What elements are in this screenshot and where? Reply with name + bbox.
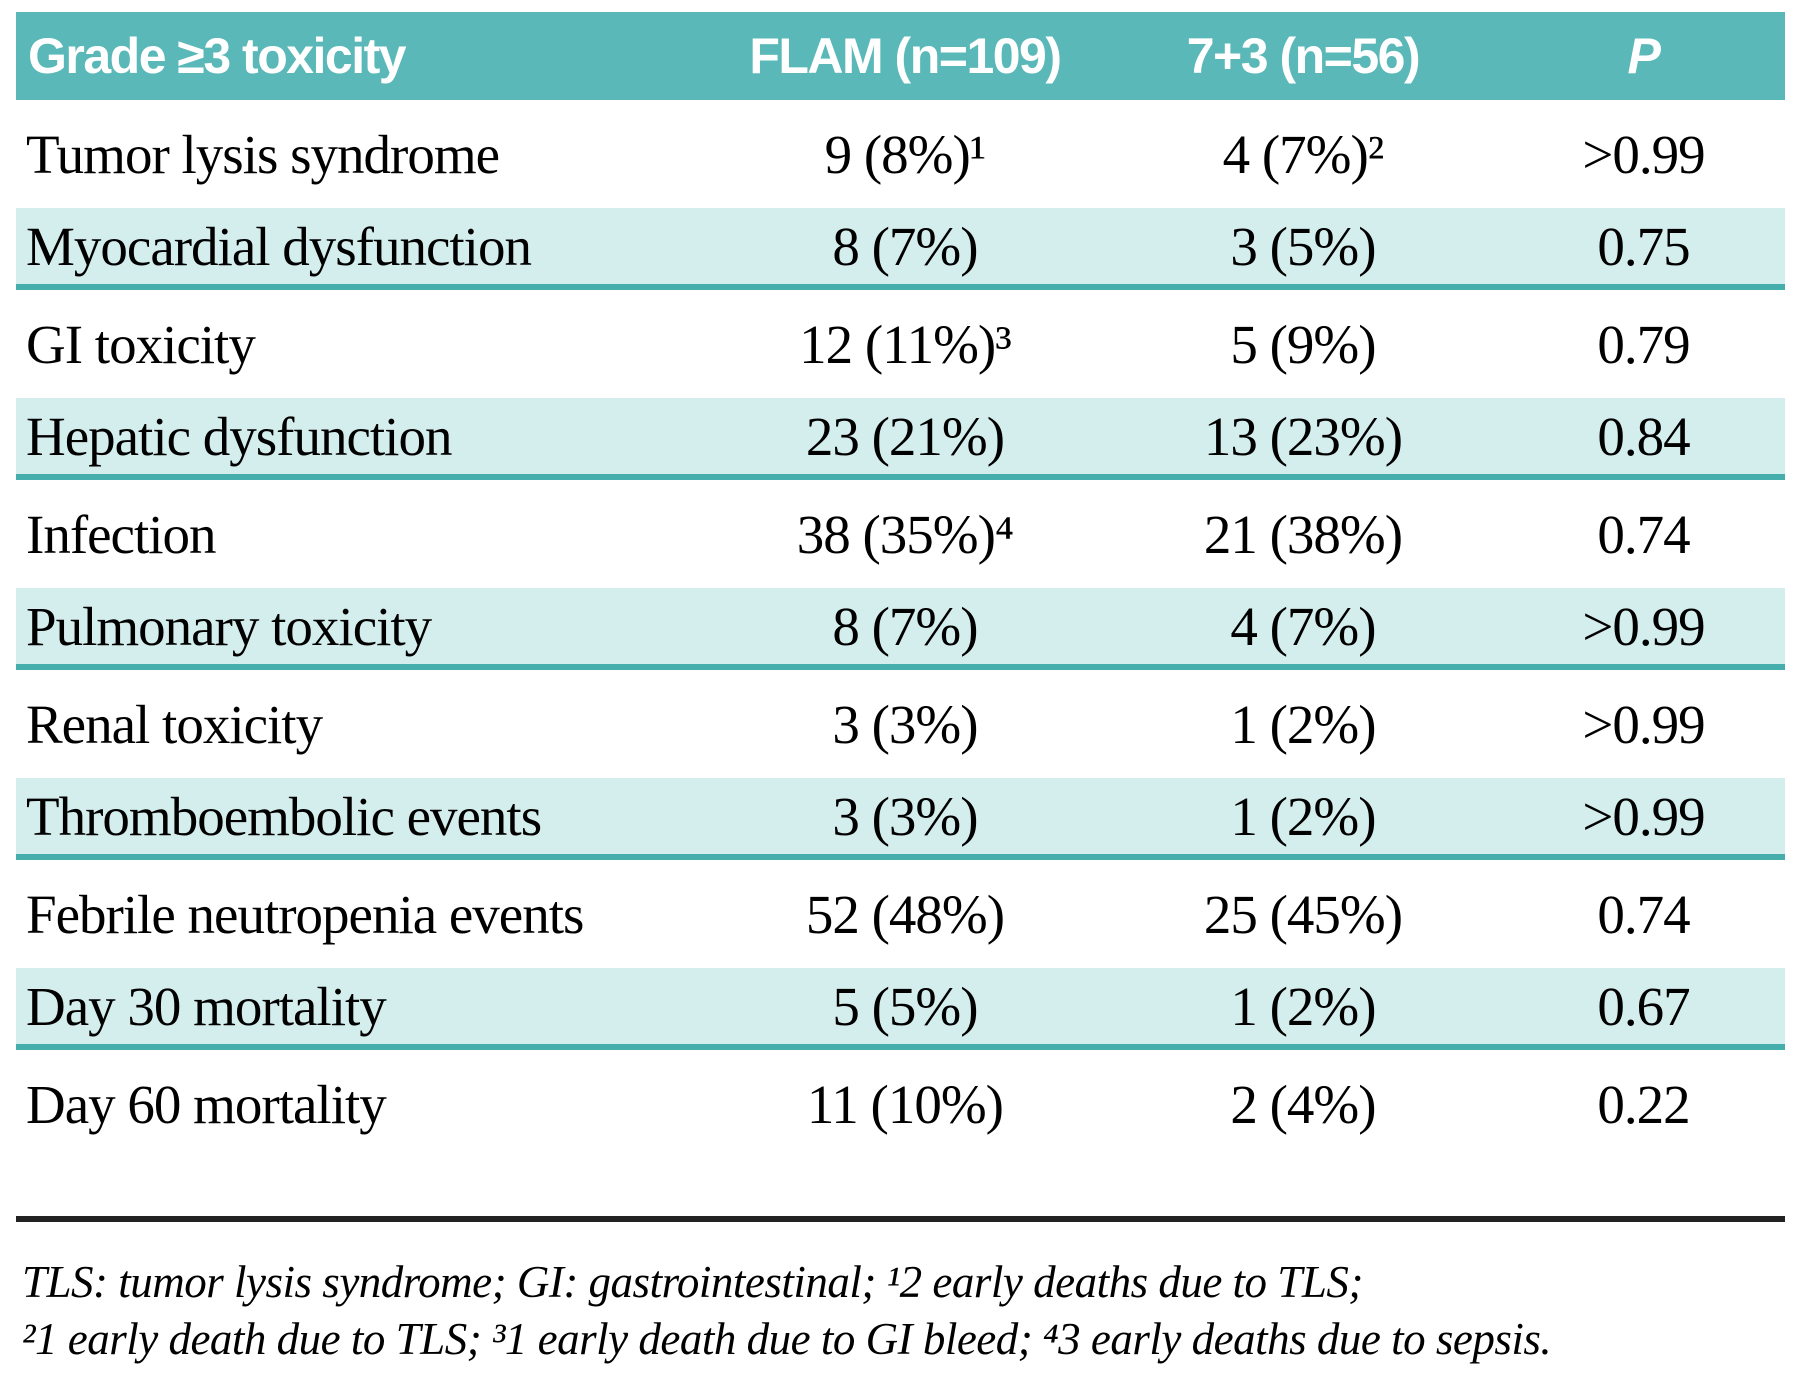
row-label: Infection xyxy=(16,477,706,588)
row-label: Pulmonary toxicity xyxy=(16,588,706,670)
flam-value: 9 (8%)¹ xyxy=(705,100,1104,208)
row-label: Day 30 mortality xyxy=(16,968,706,1050)
table-body: Tumor lysis syndrome 9 (8%)¹ 4 (7%)² >0.… xyxy=(16,100,1785,1158)
7plus3-value: 2 (4%) xyxy=(1103,1047,1502,1158)
table-row: GI toxicity 12 (11%)³ 5 (9%) 0.79 xyxy=(16,287,1785,398)
p-value: 0.67 xyxy=(1501,968,1785,1050)
7plus3-value: 1 (2%) xyxy=(1103,778,1502,860)
footnote-divider xyxy=(16,1216,1785,1222)
flam-value: 8 (7%) xyxy=(705,208,1104,290)
7plus3-value: 21 (38%) xyxy=(1103,477,1502,588)
row-label: Thromboembolic events xyxy=(16,778,706,860)
table-row: Hepatic dysfunction 23 (21%) 13 (23%) 0.… xyxy=(16,398,1785,480)
flam-value: 23 (21%) xyxy=(705,398,1104,480)
table-row: Pulmonary toxicity 8 (7%) 4 (7%) >0.99 xyxy=(16,588,1785,670)
row-label: Myocardial dysfunction xyxy=(16,208,706,290)
7plus3-value: 25 (45%) xyxy=(1103,857,1502,968)
toxicity-table: Grade ≥3 toxicity FLAM (n=109) 7+3 (n=56… xyxy=(16,12,1785,1158)
p-value: 0.74 xyxy=(1501,477,1785,588)
header-7plus3: 7+3 (n=56) xyxy=(1103,12,1502,100)
footnote-line-2: ²1 early death due to TLS; ³1 early deat… xyxy=(22,1314,1552,1364)
table-row: Tumor lysis syndrome 9 (8%)¹ 4 (7%)² >0.… xyxy=(16,100,1785,208)
row-label: Tumor lysis syndrome xyxy=(16,100,706,208)
flam-value: 38 (35%)⁴ xyxy=(705,477,1104,588)
table-row: Thromboembolic events 3 (3%) 1 (2%) >0.9… xyxy=(16,778,1785,860)
7plus3-value: 5 (9%) xyxy=(1103,287,1502,398)
7plus3-value: 4 (7%) xyxy=(1103,588,1502,670)
flam-value: 12 (11%)³ xyxy=(705,287,1104,398)
flam-value: 5 (5%) xyxy=(705,968,1104,1050)
row-label: Febrile neutropenia events xyxy=(16,857,706,968)
header-flam: FLAM (n=109) xyxy=(705,12,1104,100)
flam-value: 11 (10%) xyxy=(705,1047,1104,1158)
row-label: Renal toxicity xyxy=(16,667,706,778)
p-value: 0.74 xyxy=(1501,857,1785,968)
p-value: >0.99 xyxy=(1501,667,1785,778)
row-label: GI toxicity xyxy=(16,287,706,398)
p-value: 0.84 xyxy=(1501,398,1785,480)
p-value: >0.99 xyxy=(1501,778,1785,860)
p-value: 0.22 xyxy=(1501,1047,1785,1158)
footnote-line-1: TLS: tumor lysis syndrome; GI: gastroint… xyxy=(22,1257,1363,1307)
7plus3-value: 1 (2%) xyxy=(1103,968,1502,1050)
7plus3-value: 1 (2%) xyxy=(1103,667,1502,778)
p-value: 0.79 xyxy=(1501,287,1785,398)
table-row: Day 60 mortality 11 (10%) 2 (4%) 0.22 xyxy=(16,1047,1785,1158)
7plus3-value: 3 (5%) xyxy=(1103,208,1502,290)
header-pvalue: P xyxy=(1501,12,1785,100)
header-toxicity: Grade ≥3 toxicity xyxy=(16,12,706,100)
table-header: Grade ≥3 toxicity FLAM (n=109) 7+3 (n=56… xyxy=(16,12,1785,100)
table-row: Day 30 mortality 5 (5%) 1 (2%) 0.67 xyxy=(16,968,1785,1050)
flam-value: 52 (48%) xyxy=(705,857,1104,968)
flam-value: 3 (3%) xyxy=(705,778,1104,860)
p-value: >0.99 xyxy=(1501,100,1785,208)
table-row: Febrile neutropenia events 52 (48%) 25 (… xyxy=(16,857,1785,968)
table-row: Myocardial dysfunction 8 (7%) 3 (5%) 0.7… xyxy=(16,208,1785,290)
footnote: TLS: tumor lysis syndrome; GI: gastroint… xyxy=(16,1254,1785,1368)
row-label: Day 60 mortality xyxy=(16,1047,706,1158)
p-value: 0.75 xyxy=(1501,208,1785,290)
7plus3-value: 13 (23%) xyxy=(1103,398,1502,480)
header-row: Grade ≥3 toxicity FLAM (n=109) 7+3 (n=56… xyxy=(16,12,1785,100)
flam-value: 8 (7%) xyxy=(705,588,1104,670)
flam-value: 3 (3%) xyxy=(705,667,1104,778)
7plus3-value: 4 (7%)² xyxy=(1103,100,1502,208)
row-label: Hepatic dysfunction xyxy=(16,398,706,480)
p-value: >0.99 xyxy=(1501,588,1785,670)
table-row: Renal toxicity 3 (3%) 1 (2%) >0.99 xyxy=(16,667,1785,778)
table-figure: Grade ≥3 toxicity FLAM (n=109) 7+3 (n=56… xyxy=(16,12,1785,1368)
table-row: Infection 38 (35%)⁴ 21 (38%) 0.74 xyxy=(16,477,1785,588)
